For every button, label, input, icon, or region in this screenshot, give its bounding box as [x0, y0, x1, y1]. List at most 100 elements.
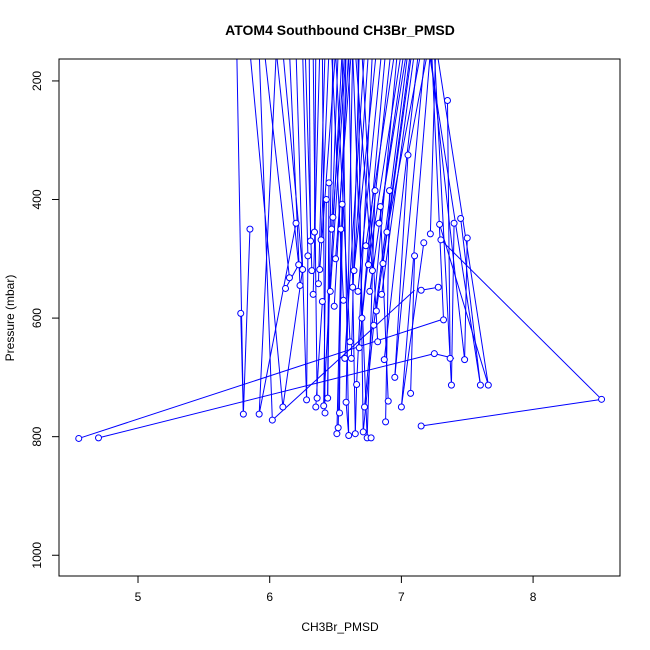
data-point: [333, 430, 341, 438]
data-point: [426, 230, 434, 238]
data-point: [292, 219, 300, 227]
data-point: [372, 307, 380, 315]
series-segment: [366, 190, 376, 438]
data-point: [318, 297, 326, 305]
data-point: [434, 283, 442, 291]
series-line-to-top: [361, 59, 379, 342]
data-point: [361, 403, 369, 411]
data-point: [354, 287, 362, 295]
data-point: [268, 416, 276, 424]
data-point: [476, 381, 484, 389]
plot-frame: [58, 58, 621, 577]
series-line-to-top: [394, 59, 425, 378]
x-tick-label: 5: [135, 590, 142, 604]
data-point: [316, 265, 324, 273]
series-segment: [379, 206, 389, 402]
series-segment: [362, 325, 375, 432]
series-line-to-top: [250, 59, 284, 408]
series-segment: [306, 255, 309, 400]
data-point: [336, 409, 343, 417]
series-line-to-top: [383, 59, 419, 360]
data-point: [417, 286, 425, 294]
data-point: [411, 252, 419, 260]
data-point: [75, 434, 83, 442]
data-point: [309, 290, 317, 298]
series-line-to-top: [327, 59, 334, 399]
series-line-to-top: [264, 59, 290, 278]
data-point: [484, 381, 492, 389]
y-tick-label: 600: [30, 308, 44, 328]
data-point: [367, 434, 375, 442]
series-line-to-top: [353, 59, 377, 271]
data-point: [303, 396, 311, 404]
series-line-to-top: [335, 59, 351, 342]
series-segment: [240, 313, 244, 415]
data-point: [246, 225, 254, 233]
x-tick-label: 6: [266, 590, 273, 604]
series-segment: [272, 289, 415, 421]
data-point: [314, 280, 322, 288]
data-point: [324, 394, 332, 402]
data-point: [378, 290, 386, 298]
data-point: [391, 373, 399, 381]
data-point: [338, 200, 346, 208]
data-point: [371, 187, 379, 195]
series-line-to-top: [295, 59, 308, 400]
series-line-to-top: [361, 59, 391, 319]
data-point: [386, 187, 394, 195]
series-line-to-top: [312, 59, 318, 399]
data-point: [353, 380, 361, 388]
data-point: [437, 236, 445, 244]
series-line-to-top: [430, 59, 466, 360]
data-point: [285, 274, 293, 282]
data-point: [407, 389, 415, 397]
series-segment: [410, 255, 416, 394]
data-point: [461, 356, 469, 364]
data-point: [443, 97, 451, 105]
data-point: [598, 395, 606, 403]
series-segment: [394, 155, 409, 378]
data-point: [95, 434, 103, 442]
data-point: [328, 225, 336, 233]
data-point: [279, 403, 287, 411]
data-point: [310, 228, 318, 236]
data-point: [317, 236, 325, 244]
series-line-to-top: [352, 59, 369, 288]
data-point: [364, 261, 372, 269]
data-point: [304, 252, 312, 260]
data-point: [404, 151, 412, 159]
data-point: [420, 239, 428, 247]
data-point: [450, 219, 458, 227]
series-segment: [315, 301, 323, 408]
data-point: [358, 314, 366, 322]
data-point: [370, 321, 378, 329]
series-segment: [258, 223, 297, 415]
data-point: [334, 424, 342, 432]
chart-title: ATOM4 Southbound CH3Br_PMSD: [225, 22, 455, 38]
y-tick-label: 1000: [30, 542, 44, 569]
data-point: [347, 354, 355, 362]
data-point: [380, 356, 388, 364]
data-point: [379, 260, 387, 268]
data-point: [368, 267, 376, 275]
data-point: [332, 255, 340, 263]
series-segment: [98, 353, 435, 439]
x-axis-label: CH3Br_PMSD: [301, 620, 379, 634]
data-point: [463, 234, 471, 242]
series-segment: [464, 238, 468, 360]
data-point: [299, 265, 307, 273]
data-point: [382, 418, 390, 426]
data-point: [366, 287, 374, 295]
data-point: [339, 296, 347, 304]
data-point: [342, 398, 350, 406]
data-point: [350, 267, 358, 275]
y-axis-label: Pressure (mbar): [3, 275, 17, 362]
axes: 5 6 7 8 200 400 600 800 1000: [30, 71, 537, 604]
series-segment: [440, 239, 602, 400]
data-point: [255, 410, 263, 418]
data-point: [384, 397, 392, 405]
series-segment: [421, 398, 602, 427]
data-point: [341, 354, 349, 362]
series-segment: [460, 218, 481, 386]
data-point: [351, 430, 359, 438]
